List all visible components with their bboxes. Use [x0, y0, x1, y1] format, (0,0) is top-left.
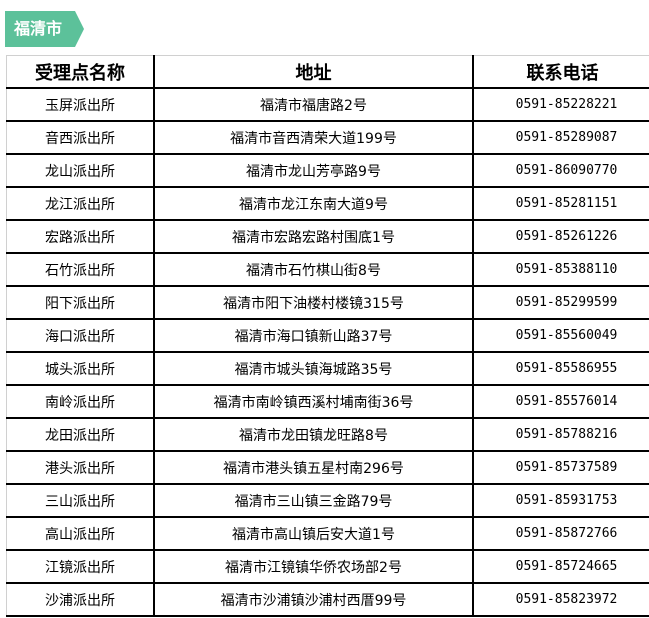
table-row: 玉屏派出所 福清市福唐路2号 0591-85228221	[6, 88, 649, 122]
city-badge: 福清市	[5, 11, 84, 47]
station-address: 福清市福唐路2号	[154, 88, 474, 122]
table-row: 沙浦派出所 福清市沙浦镇沙浦村西厝99号 0591-85823972	[6, 583, 649, 617]
station-address: 福清市音西清荣大道199号	[154, 121, 474, 155]
station-name: 三山派出所	[6, 484, 155, 518]
station-name: 龙江派出所	[6, 187, 155, 221]
header-name: 受理点名称	[6, 55, 155, 89]
table-row: 港头派出所 福清市港头镇五星村南296号 0591-85737589	[6, 451, 649, 485]
station-address: 福清市江镜镇华侨农场部2号	[154, 550, 474, 584]
header-address: 地址	[154, 55, 474, 89]
station-name: 江镜派出所	[6, 550, 155, 584]
table-row: 龙江派出所 福清市龙江东南大道9号 0591-85281151	[6, 187, 649, 221]
header-row: 受理点名称 地址 联系电话	[6, 55, 649, 89]
station-address: 福清市龙江东南大道9号	[154, 187, 474, 221]
station-name: 阳下派出所	[6, 286, 155, 320]
table-row: 三山派出所 福清市三山镇三金路79号 0591-85931753	[6, 484, 649, 518]
station-address: 福清市龙山芳亭路9号	[154, 154, 474, 188]
station-name: 南岭派出所	[6, 385, 155, 419]
table-row: 宏路派出所 福清市宏路宏路村围底1号 0591-85261226	[6, 220, 649, 254]
station-address: 福清市港头镇五星村南296号	[154, 451, 474, 485]
station-address: 福清市城头镇海城路35号	[154, 352, 474, 386]
station-table: 受理点名称 地址 联系电话 玉屏派出所 福清市福唐路2号 0591-85228221…	[6, 55, 649, 617]
station-name: 沙浦派出所	[6, 583, 155, 617]
station-name: 龙山派出所	[6, 154, 155, 188]
table-row: 阳下派出所 福清市阳下油楼村楼镜315号 0591-85299599	[6, 286, 649, 320]
station-phone: 0591-85737589	[473, 451, 649, 485]
station-phone: 0591-85872766	[473, 517, 649, 551]
table-row: 南岭派出所 福清市南岭镇西溪村埔南街36号 0591-85576014	[6, 385, 649, 419]
station-phone: 0591-86090770	[473, 154, 649, 188]
table-row: 音西派出所 福清市音西清荣大道199号 0591-85289087	[6, 121, 649, 155]
station-phone: 0591-85788216	[473, 418, 649, 452]
station-name: 玉屏派出所	[6, 88, 155, 122]
station-address: 福清市南岭镇西溪村埔南街36号	[154, 385, 474, 419]
station-phone: 0591-85576014	[473, 385, 649, 419]
table-row: 龙山派出所 福清市龙山芳亭路9号 0591-86090770	[6, 154, 649, 188]
station-phone: 0591-85823972	[473, 583, 649, 617]
station-address: 福清市高山镇后安大道1号	[154, 517, 474, 551]
station-address: 福清市海口镇新山路37号	[154, 319, 474, 353]
station-phone: 0591-85931753	[473, 484, 649, 518]
station-phone: 0591-85228221	[473, 88, 649, 122]
station-address: 福清市阳下油楼村楼镜315号	[154, 286, 474, 320]
station-phone: 0591-85289087	[473, 121, 649, 155]
table-row: 石竹派出所 福清市石竹棋山街8号 0591-85388110	[6, 253, 649, 287]
station-address: 福清市石竹棋山街8号	[154, 253, 474, 287]
station-name: 音西派出所	[6, 121, 155, 155]
station-phone: 0591-85724665	[473, 550, 649, 584]
table-row: 城头派出所 福清市城头镇海城路35号 0591-85586955	[6, 352, 649, 386]
table-row: 高山派出所 福清市高山镇后安大道1号 0591-85872766	[6, 517, 649, 551]
station-address: 福清市宏路宏路村围底1号	[154, 220, 474, 254]
table-row: 海口派出所 福清市海口镇新山路37号 0591-85560049	[6, 319, 649, 353]
station-phone: 0591-85560049	[473, 319, 649, 353]
table-row: 龙田派出所 福清市龙田镇龙旺路8号 0591-85788216	[6, 418, 649, 452]
station-phone: 0591-85388110	[473, 253, 649, 287]
table-row: 江镜派出所 福清市江镜镇华侨农场部2号 0591-85724665	[6, 550, 649, 584]
station-address: 福清市三山镇三金路79号	[154, 484, 474, 518]
station-name: 港头派出所	[6, 451, 155, 485]
station-phone: 0591-85261226	[473, 220, 649, 254]
station-name: 海口派出所	[6, 319, 155, 353]
station-name: 石竹派出所	[6, 253, 155, 287]
station-phone: 0591-85281151	[473, 187, 649, 221]
station-address: 福清市沙浦镇沙浦村西厝99号	[154, 583, 474, 617]
header-phone: 联系电话	[473, 55, 649, 89]
station-phone: 0591-85299599	[473, 286, 649, 320]
station-name: 高山派出所	[6, 517, 155, 551]
station-name: 龙田派出所	[6, 418, 155, 452]
station-phone: 0591-85586955	[473, 352, 649, 386]
station-address: 福清市龙田镇龙旺路8号	[154, 418, 474, 452]
station-name: 宏路派出所	[6, 220, 155, 254]
station-name: 城头派出所	[6, 352, 155, 386]
